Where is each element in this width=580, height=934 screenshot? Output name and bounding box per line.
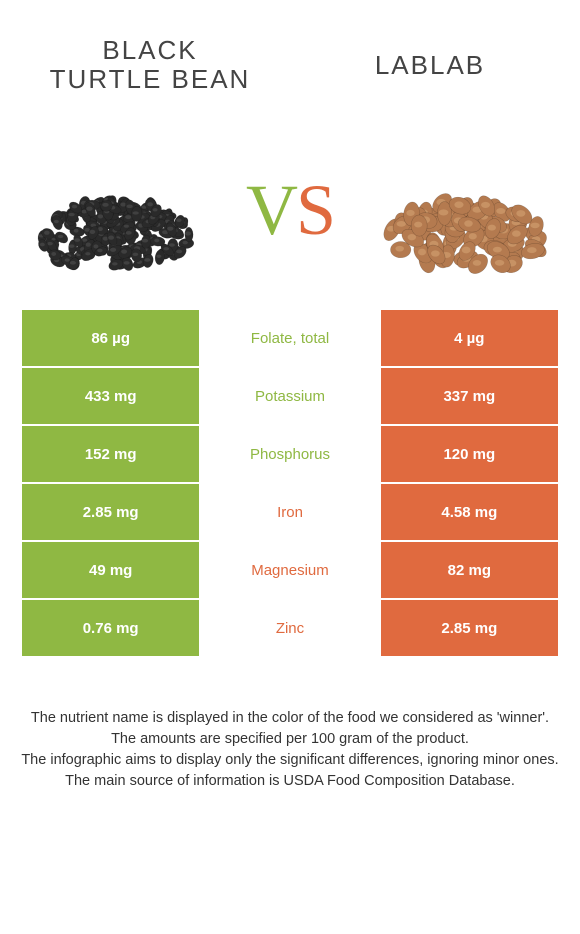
cell-right: 2.85 mg (381, 600, 558, 656)
cell-left: 0.76 mg (22, 600, 199, 656)
food-left-title: BLACKTURTLE BEAN (40, 36, 260, 93)
food-right-title: LABLAB (320, 51, 540, 80)
cell-right: 337 mg (381, 368, 558, 424)
footer-notes: The nutrient name is displayed in the co… (0, 658, 580, 792)
cell-right: 82 mg (381, 542, 558, 598)
cell-label: Zinc (201, 600, 378, 656)
footer-line: The main source of information is USDA F… (20, 771, 560, 792)
cell-right: 4.58 mg (381, 484, 558, 540)
footer-line: The nutrient name is displayed in the co… (20, 708, 560, 729)
cell-label: Phosphorus (201, 426, 378, 482)
vs-s: S (296, 169, 334, 252)
cell-right: 4 µg (381, 310, 558, 366)
table-row: 49 mgMagnesium82 mg (22, 542, 558, 598)
cell-left: 152 mg (22, 426, 199, 482)
cell-label: Iron (201, 484, 378, 540)
food-right-image (375, 145, 555, 275)
cell-label: Folate, total (201, 310, 378, 366)
footer-line: The amounts are specified per 100 gram o… (20, 729, 560, 750)
images-row: VS (0, 110, 580, 310)
comparison-table: 86 µgFolate, total4 µg433 mgPotassium337… (22, 310, 558, 656)
table-row: 152 mgPhosphorus120 mg (22, 426, 558, 482)
cell-left: 49 mg (22, 542, 199, 598)
header: BLACKTURTLE BEAN LABLAB (0, 0, 580, 110)
table-row: 433 mgPotassium337 mg (22, 368, 558, 424)
footer-line: The infographic aims to display only the… (20, 750, 560, 771)
cell-left: 86 µg (22, 310, 199, 366)
table-row: 2.85 mgIron4.58 mg (22, 484, 558, 540)
table-row: 0.76 mgZinc2.85 mg (22, 600, 558, 656)
cell-left: 2.85 mg (22, 484, 199, 540)
vs-v: V (246, 169, 296, 252)
cell-label: Potassium (201, 368, 378, 424)
table-row: 86 µgFolate, total4 µg (22, 310, 558, 366)
vs-label: VS (246, 169, 334, 252)
cell-left: 433 mg (22, 368, 199, 424)
cell-right: 120 mg (381, 426, 558, 482)
cell-label: Magnesium (201, 542, 378, 598)
food-left-image (25, 145, 205, 275)
